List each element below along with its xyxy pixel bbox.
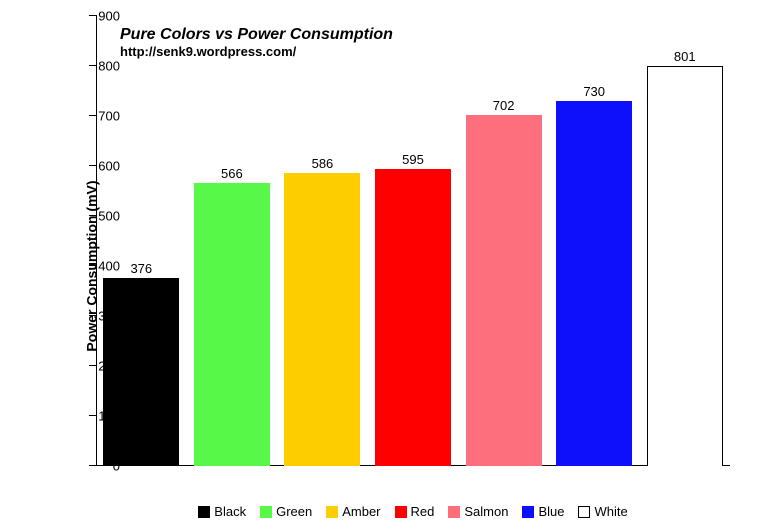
legend-label: Amber (342, 504, 380, 519)
legend-swatch (522, 506, 534, 518)
bar (194, 183, 270, 466)
legend-label: Salmon (464, 504, 508, 519)
legend-label: Blue (538, 504, 564, 519)
bar-slot: 586 (277, 16, 368, 466)
bar (647, 66, 723, 467)
legend-item: Black (198, 504, 246, 519)
legend-item: Red (395, 504, 435, 519)
legend-item: White (578, 504, 627, 519)
legend-swatch (578, 506, 590, 518)
legend-swatch (260, 506, 272, 518)
bar-value-label: 595 (402, 152, 424, 167)
chart-subtitle: http://senk9.wordpress.com/ (120, 44, 393, 59)
legend: Black Green Amber Red Salmon Blue White (96, 504, 730, 519)
bar-slot: 595 (368, 16, 459, 466)
chart-title-block: Pure Colors vs Power Consumption http://… (120, 26, 393, 59)
legend-label: White (594, 504, 627, 519)
bar-value-label: 801 (674, 49, 696, 64)
bar-value-label: 376 (130, 261, 152, 276)
chart-container: Power Consumption (mV) 01002003004005006… (0, 0, 760, 531)
bar-value-label: 702 (493, 98, 515, 113)
legend-swatch (395, 506, 407, 518)
legend-label: Black (214, 504, 246, 519)
legend-label: Red (411, 504, 435, 519)
bar (375, 169, 451, 467)
bar-slot: 566 (187, 16, 278, 466)
legend-swatch (198, 506, 210, 518)
bar-value-label: 730 (583, 84, 605, 99)
bar (284, 173, 360, 466)
legend-item: Green (260, 504, 312, 519)
chart-title: Pure Colors vs Power Consumption (120, 26, 393, 44)
bar-slot: 730 (549, 16, 640, 466)
legend-item: Blue (522, 504, 564, 519)
legend-swatch (448, 506, 460, 518)
legend-swatch (326, 506, 338, 518)
legend-item: Salmon (448, 504, 508, 519)
bar (103, 278, 179, 466)
bar-slot: 376 (96, 16, 187, 466)
bar-slot: 702 (458, 16, 549, 466)
bar-value-label: 586 (312, 156, 334, 171)
bar-slot: 801 (639, 16, 730, 466)
bar-value-label: 566 (221, 166, 243, 181)
legend-label: Green (276, 504, 312, 519)
bars-group: 376 566 586 595 702 730 801 (96, 16, 730, 466)
legend-item: Amber (326, 504, 380, 519)
bar (556, 101, 632, 466)
bar (466, 115, 542, 466)
